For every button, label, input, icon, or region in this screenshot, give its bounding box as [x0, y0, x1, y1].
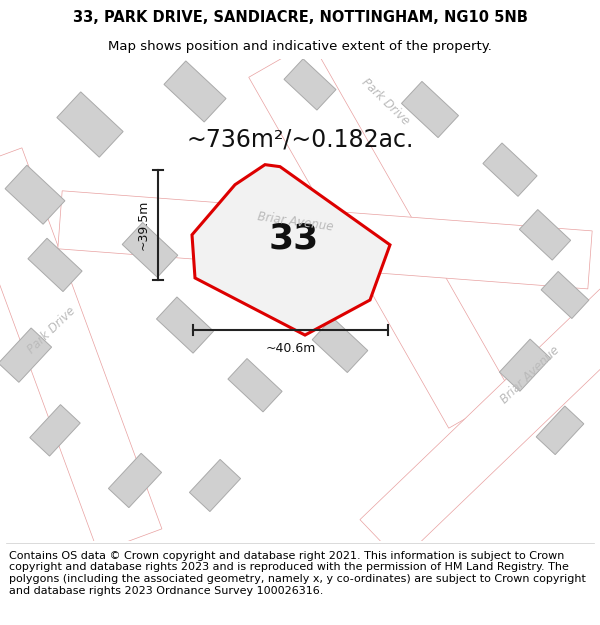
Polygon shape [360, 289, 600, 562]
Polygon shape [249, 41, 511, 428]
Polygon shape [164, 61, 226, 122]
Polygon shape [122, 222, 178, 278]
Text: Briar Avenue: Briar Avenue [256, 210, 334, 234]
Text: Briar Avenue: Briar Avenue [498, 344, 562, 406]
Text: 33, PARK DRIVE, SANDIACRE, NOTTINGHAM, NG10 5NB: 33, PARK DRIVE, SANDIACRE, NOTTINGHAM, N… [73, 10, 527, 25]
Text: Contains OS data © Crown copyright and database right 2021. This information is : Contains OS data © Crown copyright and d… [9, 551, 586, 596]
Polygon shape [284, 59, 336, 110]
Polygon shape [520, 209, 571, 260]
Polygon shape [536, 406, 584, 454]
Text: ~736m²/~0.182ac.: ~736m²/~0.182ac. [187, 127, 413, 152]
Text: 33: 33 [269, 222, 319, 256]
Text: Park Drive: Park Drive [25, 304, 79, 356]
Polygon shape [57, 92, 123, 158]
Text: ~40.6m: ~40.6m [265, 342, 316, 355]
Polygon shape [58, 191, 592, 289]
Polygon shape [0, 148, 162, 552]
Polygon shape [483, 143, 537, 196]
Polygon shape [28, 238, 82, 292]
Polygon shape [0, 328, 52, 382]
Polygon shape [109, 453, 161, 508]
Text: Map shows position and indicative extent of the property.: Map shows position and indicative extent… [108, 40, 492, 52]
Polygon shape [541, 271, 589, 319]
Polygon shape [401, 81, 458, 138]
Polygon shape [157, 297, 214, 353]
Polygon shape [5, 165, 65, 224]
Polygon shape [192, 164, 390, 335]
Polygon shape [499, 339, 551, 391]
Text: ~39.5m: ~39.5m [137, 199, 150, 250]
Polygon shape [190, 459, 241, 511]
Polygon shape [312, 318, 368, 372]
Polygon shape [228, 359, 282, 412]
Text: Park Drive: Park Drive [358, 76, 412, 128]
Polygon shape [30, 404, 80, 456]
